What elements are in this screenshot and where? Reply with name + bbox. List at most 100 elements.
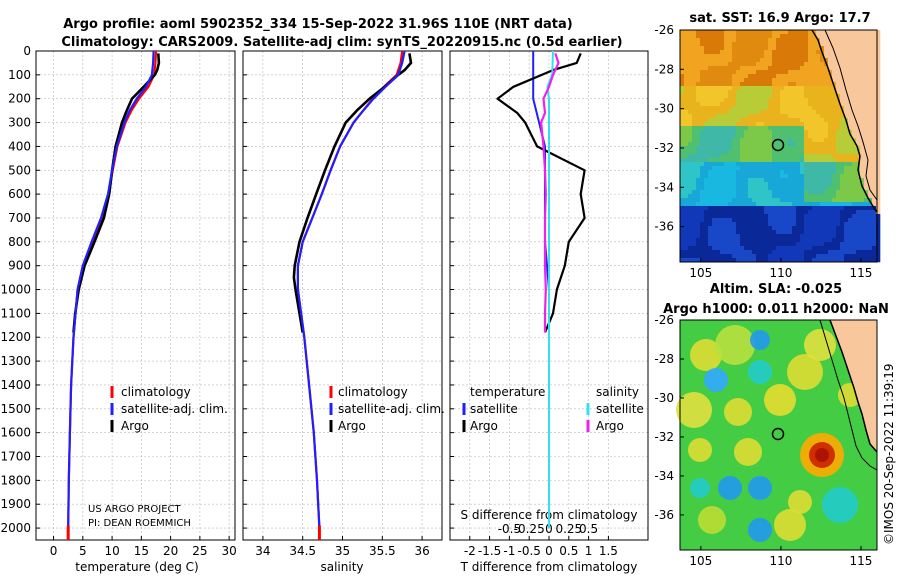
difference-lines	[496, 50, 586, 529]
sst-cell	[728, 118, 733, 123]
sst-cell	[736, 174, 741, 179]
sst-cell	[760, 242, 765, 247]
sst-cell	[816, 142, 821, 147]
sst-land-cell	[860, 66, 865, 71]
sst-cell	[744, 246, 749, 251]
sst-cell	[716, 62, 721, 67]
sst-cell	[712, 70, 717, 75]
sst-cell	[708, 138, 713, 143]
sst-cell	[744, 214, 749, 219]
sst-cell	[680, 102, 685, 107]
sst-land-cell	[840, 34, 845, 39]
sst-cell	[708, 106, 713, 111]
sst-cell	[820, 234, 825, 239]
sst-cell	[824, 186, 829, 191]
sst-cell	[848, 230, 853, 235]
sst-cell	[724, 46, 729, 51]
sst-cell	[748, 234, 753, 239]
sst-cell	[764, 222, 769, 227]
sst-cell	[796, 118, 801, 123]
sst-cell	[820, 178, 825, 183]
sst-cell	[840, 258, 845, 263]
sst-cell	[732, 162, 737, 167]
sst-cell	[728, 194, 733, 199]
sst-cell	[688, 126, 693, 131]
sst-cell	[800, 62, 805, 67]
sst-cell	[724, 102, 729, 107]
sst-cell	[688, 74, 693, 79]
sst-cell	[748, 230, 753, 235]
sst-cell	[840, 154, 845, 159]
sst-land-cell	[864, 94, 869, 99]
sst-cell	[812, 66, 817, 71]
sst-cell	[864, 194, 869, 199]
map-y-tick-label: -36	[654, 220, 674, 234]
sst-cell	[872, 246, 877, 251]
sst-cell	[784, 170, 789, 175]
sst-cell	[728, 226, 733, 231]
sst-cell	[796, 114, 801, 119]
sst-cell	[784, 222, 789, 227]
sst-cell	[708, 34, 713, 39]
sst-cell	[680, 34, 685, 39]
sst-cell	[776, 246, 781, 251]
sst-land-cell	[860, 50, 865, 55]
sst-cell	[740, 38, 745, 43]
sst-cell	[736, 242, 741, 247]
sst-cell	[780, 166, 785, 171]
sst-cell	[820, 58, 825, 63]
sst-cell	[808, 78, 813, 83]
sst-land-cell	[876, 98, 881, 103]
sst-cell	[784, 78, 789, 83]
sst-cell	[752, 162, 757, 167]
sst-cell	[792, 230, 797, 235]
sst-cell	[844, 210, 849, 215]
sst-cell	[720, 118, 725, 123]
sst-cell	[820, 46, 825, 51]
sst-cell	[844, 158, 849, 163]
depth-tick-label: 500	[8, 163, 31, 177]
sst-cell	[748, 62, 753, 67]
sst-cell	[812, 150, 817, 155]
sst-cell	[684, 146, 689, 151]
sst-cell	[808, 206, 813, 211]
sst-cell	[684, 162, 689, 167]
sst-cell	[844, 162, 849, 167]
x-tick-label: 35	[335, 544, 350, 558]
sst-cell	[776, 30, 781, 35]
sst-cell	[812, 222, 817, 227]
sst-cell	[804, 174, 809, 179]
sst-cell	[784, 138, 789, 143]
sst-cell	[792, 130, 797, 135]
sst-land-cell	[852, 130, 857, 135]
sst-cell	[692, 162, 697, 167]
sst-land-cell	[860, 78, 865, 83]
sst-cell	[788, 182, 793, 187]
sst-cell	[688, 66, 693, 71]
sst-cell	[688, 46, 693, 51]
sst-cell	[752, 250, 757, 255]
sst-land-cell	[864, 114, 869, 119]
sst-land-cell	[860, 86, 865, 91]
sst-cell	[788, 62, 793, 67]
sst-cell	[808, 134, 813, 139]
sst-cell	[832, 250, 837, 255]
sst-cell	[780, 110, 785, 115]
sst-land-cell	[848, 106, 853, 111]
sst-cell	[684, 190, 689, 195]
x-tick-label: 1.5	[599, 544, 618, 558]
sst-cell	[808, 214, 813, 219]
sst-cell	[788, 258, 793, 263]
sst-cell	[732, 182, 737, 187]
sst-cell	[836, 210, 841, 215]
sst-cell	[688, 254, 693, 259]
sst-land-cell	[872, 202, 877, 207]
sst-cell	[744, 146, 749, 151]
sst-cell	[804, 246, 809, 251]
sst-cell	[828, 210, 833, 215]
sst-land-cell	[836, 34, 841, 39]
sst-cell	[800, 198, 805, 203]
sst-cell	[772, 86, 777, 91]
sst-land-cell	[876, 202, 881, 207]
sst-cell	[716, 210, 721, 215]
